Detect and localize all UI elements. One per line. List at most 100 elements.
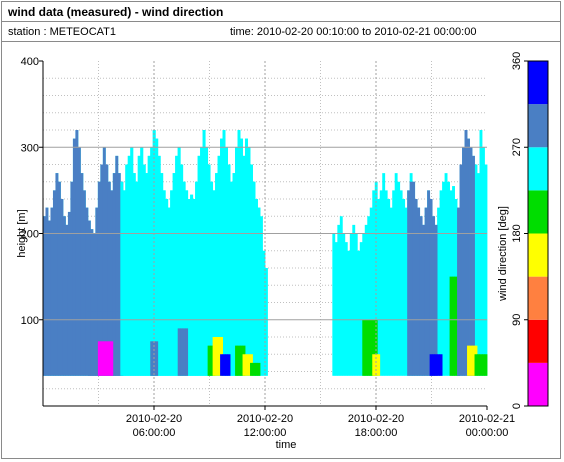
profile-column xyxy=(477,173,480,376)
direction-cell xyxy=(117,173,121,376)
direction-cell xyxy=(215,173,219,376)
y-tick-label: 400 xyxy=(21,56,39,68)
x-tick-label-time: 06:00:00 xyxy=(133,427,176,439)
colorbar-bin xyxy=(528,147,548,191)
direction-cell xyxy=(417,207,421,376)
direction-cell xyxy=(255,362,258,376)
direction-cell xyxy=(107,341,111,376)
direction-cell xyxy=(187,199,191,376)
direction-cell xyxy=(152,130,156,376)
y-tick-label: 200 xyxy=(21,229,39,241)
direction-cell xyxy=(180,328,184,376)
direction-cell xyxy=(142,164,146,376)
direction-cell xyxy=(85,207,89,376)
direction-cell xyxy=(43,216,46,376)
direction-cell xyxy=(170,190,174,376)
profile-column xyxy=(382,173,386,376)
profile-column xyxy=(334,242,338,376)
direction-cell xyxy=(255,199,258,376)
direction-cell xyxy=(62,216,66,376)
station-label: station : METEOCAT1 xyxy=(8,26,116,38)
direction-cell xyxy=(87,220,91,376)
direction-cell xyxy=(252,181,256,376)
direction-cell xyxy=(207,345,211,376)
direction-cell xyxy=(439,354,443,376)
direction-cell xyxy=(477,354,480,376)
direction-cell xyxy=(237,345,241,376)
direction-cell xyxy=(409,181,413,376)
direction-cell xyxy=(115,155,119,376)
direction-cell xyxy=(364,319,368,376)
direction-cell xyxy=(469,345,473,376)
direction-cell xyxy=(472,155,475,376)
direction-cell xyxy=(100,164,104,376)
direction-cell xyxy=(252,362,256,376)
profile-column xyxy=(387,199,391,376)
direction-cell xyxy=(185,190,189,376)
direction-cell xyxy=(372,319,376,376)
direction-cell xyxy=(235,147,238,376)
direction-cell xyxy=(374,319,378,376)
direction-cell xyxy=(45,207,49,376)
colorbar-tick-label: 0 xyxy=(511,403,523,409)
direction-cell xyxy=(434,354,438,376)
direction-cell xyxy=(412,181,416,376)
profile-column xyxy=(444,173,448,376)
direction-cell xyxy=(75,130,79,376)
direction-cell xyxy=(105,341,109,376)
y-tick-label: 300 xyxy=(21,142,39,154)
profile-column xyxy=(262,250,266,376)
profile-column xyxy=(439,190,443,376)
title-bar: wind data (measured) - wind direction xyxy=(2,2,560,22)
colorbar-tick-label: 360 xyxy=(511,52,523,70)
direction-cell xyxy=(462,147,465,376)
direction-cell xyxy=(484,354,488,376)
direction-cell xyxy=(125,164,129,376)
direction-cell xyxy=(55,173,59,376)
direction-cell xyxy=(242,155,246,376)
direction-cell xyxy=(182,181,186,376)
direction-cell xyxy=(220,354,223,376)
direction-cell xyxy=(130,147,134,376)
direction-cell xyxy=(464,130,468,376)
direction-cell xyxy=(220,138,223,376)
direction-cell xyxy=(182,328,186,376)
colorbar-tick-label: 180 xyxy=(511,224,523,242)
direction-cell xyxy=(97,181,101,376)
direction-cell xyxy=(137,155,141,376)
direction-cell xyxy=(210,345,214,376)
direction-cell xyxy=(110,190,114,376)
direction-cell xyxy=(237,130,241,376)
direction-cell xyxy=(377,354,381,376)
profile-column xyxy=(352,224,356,376)
direction-cell xyxy=(95,311,99,376)
direction-cell xyxy=(459,164,463,376)
direction-cell xyxy=(227,164,231,376)
profile-column xyxy=(337,224,341,376)
direction-cell xyxy=(210,181,214,376)
direction-cell xyxy=(177,147,181,376)
colorbar-bin xyxy=(528,233,548,277)
profile-column xyxy=(397,181,401,376)
direction-cell xyxy=(217,155,221,376)
profile-column xyxy=(362,233,366,376)
direction-cell xyxy=(472,345,475,376)
direction-cell xyxy=(122,190,126,376)
colorbar-bin xyxy=(528,190,548,234)
direction-cell xyxy=(429,199,433,376)
time-range-label: time: 2010-02-20 00:10:00 to 2010-02-21 … xyxy=(230,26,477,38)
direction-cell xyxy=(414,199,418,376)
direction-cell xyxy=(112,173,116,376)
direction-cell xyxy=(162,190,166,376)
direction-cell xyxy=(92,233,96,376)
direction-cell xyxy=(180,164,184,376)
direction-cell xyxy=(482,354,485,376)
x-tick-label-date: 2010-02-20 xyxy=(126,413,182,425)
direction-cell xyxy=(167,207,171,376)
direction-cell xyxy=(467,138,470,376)
profile-column xyxy=(379,190,383,376)
direction-cell xyxy=(432,216,436,376)
direction-cell xyxy=(52,190,56,376)
direction-cell xyxy=(457,207,460,376)
